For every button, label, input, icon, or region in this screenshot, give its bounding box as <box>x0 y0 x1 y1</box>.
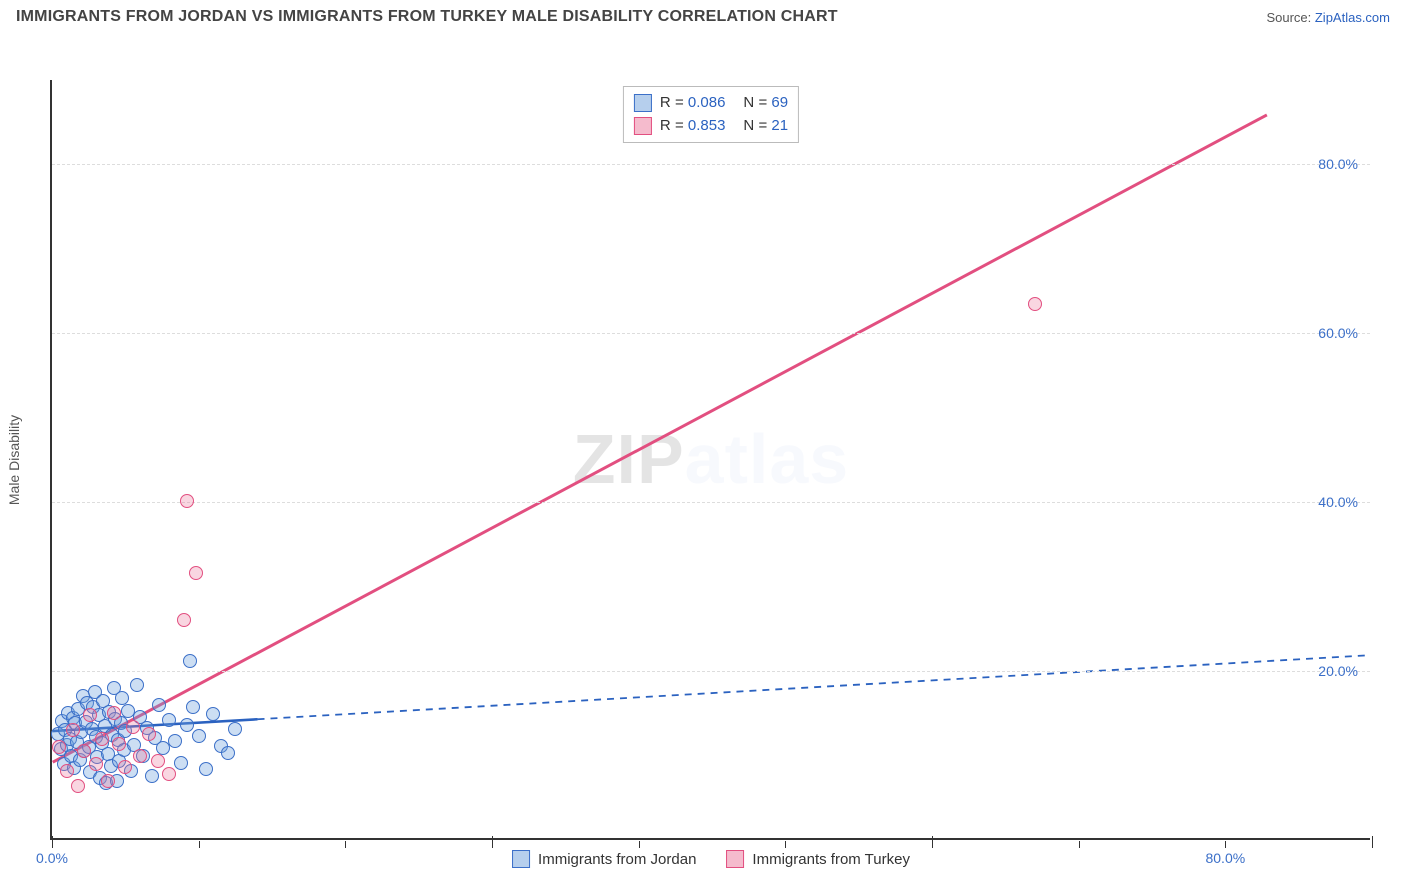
data-point <box>221 746 235 760</box>
data-point <box>186 700 200 714</box>
correlation-legend: R = 0.086N = 69 R = 0.853N = 21 <box>623 86 799 143</box>
x-tick-minor <box>199 841 200 848</box>
data-point <box>162 713 176 727</box>
data-point <box>77 744 91 758</box>
data-point <box>60 764 74 778</box>
trend-line-dashed <box>258 655 1370 719</box>
data-point <box>130 678 144 692</box>
legend-row-turkey: R = 0.853N = 21 <box>634 115 788 138</box>
n-turkey: 21 <box>771 117 788 134</box>
r-jordan: 0.086 <box>688 94 726 111</box>
swatch-blue <box>634 94 652 112</box>
legend-label-turkey: Immigrants from Turkey <box>752 851 910 868</box>
x-tick <box>52 836 53 848</box>
data-point <box>52 740 66 754</box>
data-point <box>228 722 242 736</box>
trend-lines <box>52 80 1370 838</box>
data-point <box>107 706 121 720</box>
gridline <box>52 164 1370 165</box>
header: IMMIGRANTS FROM JORDAN VS IMMIGRANTS FRO… <box>0 0 1406 30</box>
data-point <box>83 708 97 722</box>
legend-item-turkey: Immigrants from Turkey <box>726 850 910 868</box>
data-point <box>112 737 126 751</box>
gridline <box>52 333 1370 334</box>
data-point <box>177 613 191 627</box>
plot-area: ZIPatlas R = 0.086N = 69 R = 0.853N = 21… <box>50 80 1370 840</box>
legend-label-jordan: Immigrants from Jordan <box>538 851 696 868</box>
data-point <box>118 760 132 774</box>
data-point <box>145 769 159 783</box>
data-point <box>189 566 203 580</box>
data-point <box>199 762 213 776</box>
x-tick-label: 0.0% <box>36 850 68 866</box>
swatch-pink <box>634 117 652 135</box>
data-point <box>180 718 194 732</box>
legend-row-jordan: R = 0.086N = 69 <box>634 92 788 115</box>
data-point <box>180 494 194 508</box>
data-point <box>174 756 188 770</box>
legend-item-jordan: Immigrants from Jordan <box>512 850 696 868</box>
x-tick <box>932 836 933 848</box>
gridline <box>52 671 1370 672</box>
x-tick-minor <box>345 841 346 848</box>
gridline <box>52 502 1370 503</box>
data-point <box>151 754 165 768</box>
data-point <box>168 734 182 748</box>
r-turkey: 0.853 <box>688 117 726 134</box>
swatch-pink-icon <box>726 850 744 868</box>
x-tick-minor <box>639 841 640 848</box>
data-point <box>66 723 80 737</box>
x-tick <box>1372 836 1373 848</box>
source-link[interactable]: ZipAtlas.com <box>1315 10 1390 25</box>
y-tick-label: 20.0% <box>1318 663 1358 679</box>
data-point <box>183 654 197 668</box>
data-point <box>1028 297 1042 311</box>
source-prefix: Source: <box>1266 10 1314 25</box>
x-tick-minor <box>785 841 786 848</box>
data-point <box>162 767 176 781</box>
x-tick-minor <box>1079 841 1080 848</box>
source: Source: ZipAtlas.com <box>1266 10 1390 25</box>
y-tick-label: 80.0% <box>1318 156 1358 172</box>
n-jordan: 69 <box>771 94 788 111</box>
data-point <box>126 720 140 734</box>
swatch-blue-icon <box>512 850 530 868</box>
x-tick-minor <box>1225 841 1226 848</box>
data-point <box>142 727 156 741</box>
chart-title: IMMIGRANTS FROM JORDAN VS IMMIGRANTS FRO… <box>16 8 838 26</box>
data-point <box>152 698 166 712</box>
y-axis-label: Male Disability <box>6 415 22 505</box>
y-tick-label: 40.0% <box>1318 494 1358 510</box>
y-tick-label: 60.0% <box>1318 325 1358 341</box>
data-point <box>133 749 147 763</box>
trend-line <box>53 115 1267 762</box>
data-point <box>192 729 206 743</box>
data-point <box>206 707 220 721</box>
data-point <box>95 732 109 746</box>
x-tick <box>492 836 493 848</box>
series-legend: Immigrants from Jordan Immigrants from T… <box>512 850 910 868</box>
data-point <box>89 757 103 771</box>
chart: Male Disability ZIPatlas R = 0.086N = 69… <box>0 30 1406 890</box>
data-point <box>101 774 115 788</box>
x-tick-label: 80.0% <box>1205 850 1245 866</box>
data-point <box>71 779 85 793</box>
